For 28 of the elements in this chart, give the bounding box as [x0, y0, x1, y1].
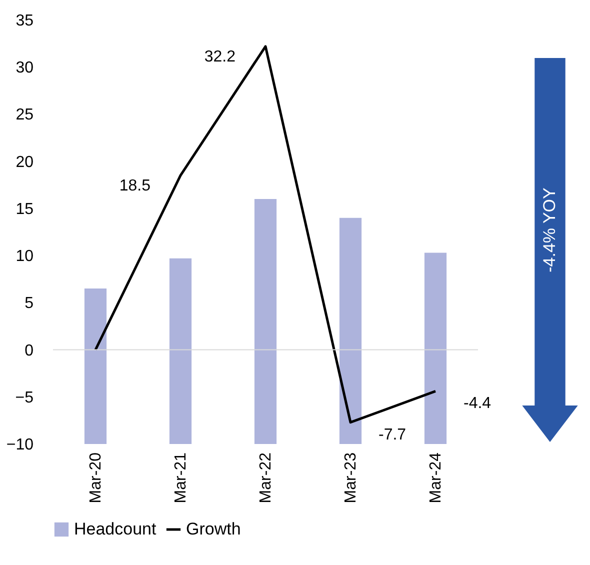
- x-tick-label: Mar-24: [428, 452, 444, 504]
- x-tick-label: Mar-22: [258, 452, 274, 504]
- y-tick-label: 0: [24, 342, 34, 360]
- bar: [424, 252, 447, 444]
- legend-label: Headcount: [74, 520, 157, 538]
- y-tick-label: −10: [6, 436, 34, 454]
- y-tick-label: 35: [16, 12, 34, 30]
- text: -4.4% YOY: [540, 188, 559, 272]
- data-label: 18.5: [119, 177, 151, 194]
- data-label: 32.2: [204, 48, 236, 66]
- data-label: -7.7: [378, 426, 406, 444]
- y-tick-label: 30: [16, 60, 34, 77]
- y-tick-label: 10: [16, 248, 34, 266]
- x-tick-label: Mar-20: [88, 452, 104, 504]
- data-label: -4.4: [464, 395, 492, 412]
- bar: [169, 258, 192, 444]
- bar: [339, 218, 362, 444]
- y-tick-label: 25: [16, 106, 34, 124]
- line-series: [94, 45, 437, 424]
- y-tick-label: 5: [24, 295, 34, 312]
- y-tick-label: 15: [16, 200, 34, 218]
- y-tick-label: 20: [16, 154, 34, 171]
- legend-label: Growth: [186, 520, 241, 538]
- x-tick-label: Mar-23: [342, 452, 360, 504]
- x-tick-label: Mar-21: [172, 452, 190, 504]
- bar: [254, 199, 277, 444]
- y-tick-label: −5: [15, 389, 34, 406]
- bar: [84, 288, 107, 444]
